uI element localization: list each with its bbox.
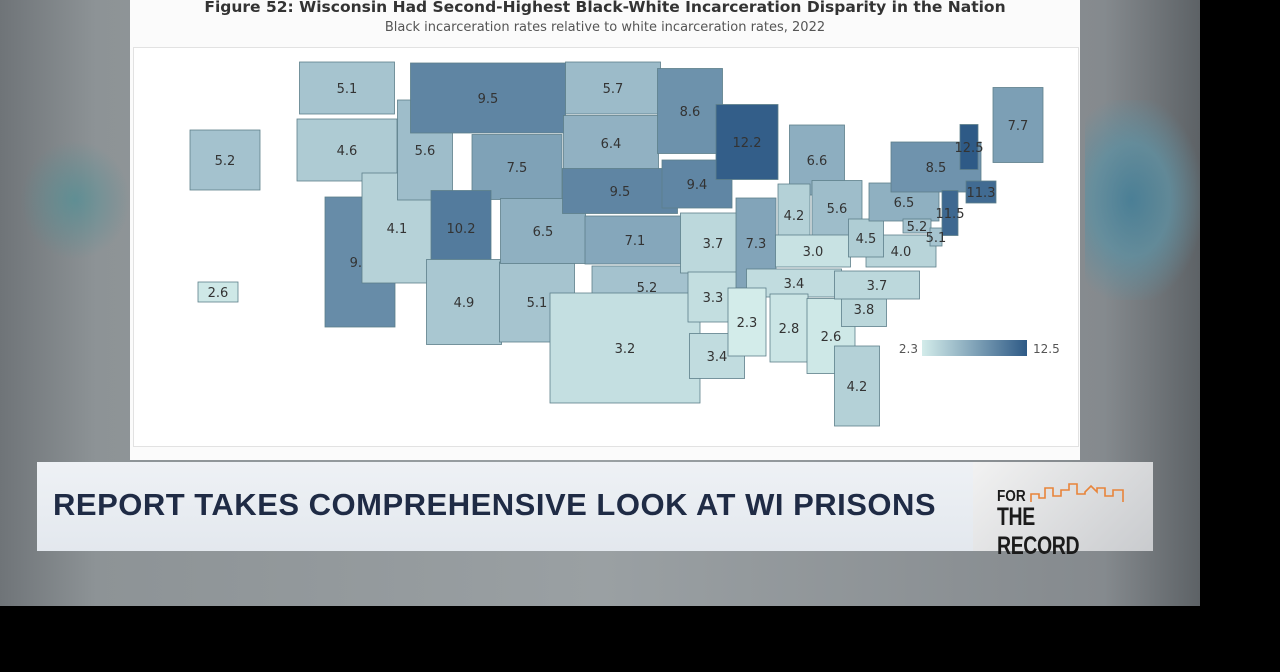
- state-value-label: 5.1: [337, 82, 358, 97]
- state-value-label: 5.7: [603, 82, 624, 97]
- state-value-label: 4.6: [337, 144, 358, 159]
- state-value-label: 3.4: [784, 277, 805, 292]
- state-shape-wv: [848, 218, 884, 258]
- state-shape-wi: [715, 104, 779, 180]
- state-shape-ut: [430, 190, 492, 266]
- state-value-label: 12.5: [955, 141, 984, 156]
- state-value-label: 2.8: [779, 322, 800, 337]
- state-shape-mt: [410, 62, 566, 134]
- state-value-label: 6.6: [807, 154, 828, 169]
- state-value-label: 3.4: [707, 350, 728, 365]
- state-value-label: 2.3: [737, 316, 758, 331]
- for-the-record-logo: FOR THE RECORD: [973, 462, 1153, 560]
- state-value-label: 7.7: [1008, 119, 1029, 134]
- state-shape-nd: [565, 61, 661, 115]
- background-map-fragment: [20, 140, 130, 260]
- state-value-label: 7.3: [746, 237, 767, 252]
- figure-title: Figure 52: Wisconsin Had Second-Highest …: [204, 0, 1006, 16]
- legend-min-label: 2.3: [899, 342, 918, 356]
- state-value-label: 12.2: [733, 136, 762, 151]
- state-shape-fl: [834, 345, 880, 427]
- state-shape-ma: [965, 180, 997, 204]
- logo-line-1: FOR: [997, 488, 1026, 505]
- news-banner: REPORT TAKES COMPREHENSIVE LOOK AT WI PR…: [37, 462, 973, 551]
- state-shape-ak: [189, 129, 261, 191]
- state-value-label: 4.5: [856, 232, 877, 247]
- state-value-label: 4.1: [387, 222, 408, 237]
- state-shape-az: [426, 259, 502, 345]
- state-value-label: 8.5: [926, 161, 947, 176]
- state-shape-de: [929, 227, 943, 247]
- state-value-label: 9.5: [478, 92, 499, 107]
- banner-headline: REPORT TAKES COMPREHENSIVE LOOK AT WI PR…: [53, 487, 937, 522]
- state-value-label: 3.7: [867, 279, 888, 294]
- state-shape-ks: [584, 215, 686, 265]
- state-value-label: 9.4: [687, 178, 708, 193]
- state-shape-ne: [562, 168, 678, 214]
- state-shape-wa: [299, 61, 395, 115]
- state-value-label: 11.3: [967, 186, 996, 201]
- state-value-label: 5.6: [827, 202, 848, 217]
- state-value-label: 5.6: [415, 144, 436, 159]
- state-shape-md: [902, 218, 932, 234]
- state-value-label: 8.6: [680, 105, 701, 120]
- state-value-label: 5.2: [907, 220, 928, 235]
- state-value-label: 5.2: [215, 154, 236, 169]
- state-value-label: 2.6: [821, 330, 842, 345]
- logo-line-2: THE RECORD: [997, 503, 1080, 560]
- state-value-label: 3.0: [803, 245, 824, 260]
- state-shape-vt: [959, 124, 979, 170]
- background-map-fragment: [1085, 100, 1200, 300]
- state-value-label: 4.2: [847, 380, 868, 395]
- state-value-label: 6.5: [894, 196, 915, 211]
- state-value-label: 4.9: [454, 296, 475, 311]
- skyline-icon: [1030, 483, 1124, 502]
- state-value-label: 6.4: [601, 137, 622, 152]
- state-value-label: 10.2: [447, 222, 476, 237]
- state-value-label: 3.7: [703, 237, 724, 252]
- state-shape-or: [296, 118, 398, 182]
- state-value-label: 7.1: [625, 234, 646, 249]
- state-value-label: 7.5: [507, 161, 528, 176]
- state-value-label: 11.5: [936, 207, 965, 222]
- state-value-label: 5.2: [637, 281, 658, 296]
- state-shape-nc: [834, 270, 920, 300]
- figure-subtitle: Black incarceration rates relative to wh…: [384, 20, 826, 35]
- state-value-label: 3.2: [615, 342, 636, 357]
- state-value-label: 2.6: [208, 286, 229, 301]
- state-shape-ms: [727, 287, 767, 357]
- legend-gradient-bar: [922, 340, 1027, 356]
- state-shape-mn: [657, 68, 723, 154]
- state-shape-nj: [941, 190, 959, 236]
- state-value-label: 3.8: [854, 303, 875, 318]
- state-shape-wy: [471, 134, 563, 200]
- state-shape-me: [992, 87, 1044, 163]
- state-value-label: 5.1: [527, 296, 548, 311]
- state-value-label: 4.0: [891, 245, 912, 260]
- state-value-label: 3.3: [703, 291, 724, 306]
- state-value-label: 9.5: [610, 185, 631, 200]
- state-value-label: 4.2: [784, 209, 805, 224]
- state-shape-tx: [549, 292, 701, 404]
- state-value-label: 6.5: [533, 225, 554, 240]
- legend-max-label: 12.5: [1033, 342, 1060, 356]
- state-shape-hi: [197, 281, 239, 303]
- state-value-label: 5.1: [926, 231, 947, 246]
